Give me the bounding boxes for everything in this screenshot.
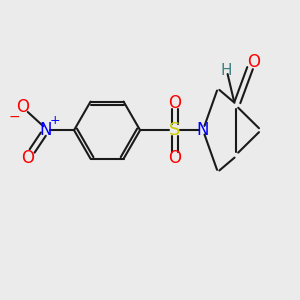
Text: O: O [21,149,34,167]
Text: O: O [16,98,29,116]
Text: S: S [169,121,181,139]
Text: O: O [168,94,181,112]
Text: O: O [247,53,260,71]
Text: N: N [40,121,52,139]
Text: O: O [168,148,181,166]
Text: H: H [220,63,232,78]
Text: N: N [196,121,209,139]
Text: −: − [9,110,20,124]
Text: +: + [50,114,61,127]
